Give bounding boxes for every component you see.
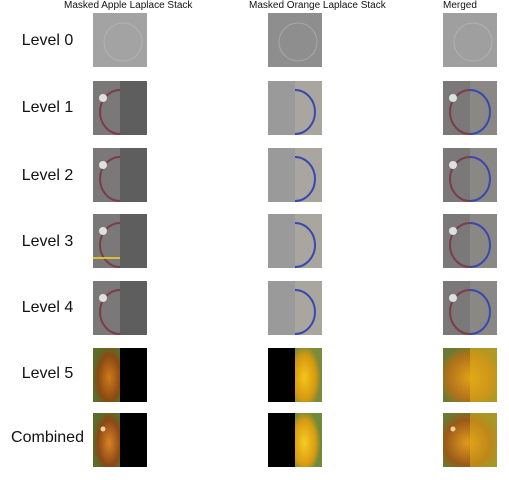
merged-combined-image	[443, 413, 497, 467]
merged-level-0-image	[443, 13, 497, 67]
column-header-orange: Masked Orange Laplace Stack	[249, 0, 386, 11]
merged-level-4-image	[443, 281, 497, 335]
apple-laplace-level-4-image	[93, 281, 147, 335]
apple-laplace-level-5-image	[93, 348, 147, 402]
orange-laplace-level-2-image	[268, 148, 322, 202]
apple-laplace-level-2-image	[93, 148, 147, 202]
orange-laplace-level-3-image	[268, 214, 322, 268]
orange-laplace-level-4-image	[268, 281, 322, 335]
merged-level-2-image	[443, 148, 497, 202]
row-label-level-0: Level 0	[21, 32, 74, 49]
column-header-apple: Masked Apple Laplace Stack	[64, 0, 193, 11]
orange-laplace-level-0-image	[268, 13, 322, 67]
merged-level-5-image	[443, 348, 497, 402]
orange-laplace-level-5-image	[268, 348, 322, 402]
row-label-level-5: Level 5	[21, 365, 74, 382]
apple-laplace-level-1-image	[93, 81, 147, 135]
row-label-combined: Combined	[11, 429, 84, 446]
apple-laplace-level-3-image	[93, 214, 147, 268]
row-label-level-2: Level 2	[21, 167, 74, 184]
merged-level-3-image	[443, 214, 497, 268]
row-label-level-4: Level 4	[21, 299, 74, 316]
orange-laplace-level-1-image	[268, 81, 322, 135]
apple-laplace-level-0-image	[93, 13, 147, 67]
merged-level-1-image	[443, 81, 497, 135]
column-header-merged: Merged	[443, 0, 477, 11]
row-label-level-3: Level 3	[21, 233, 74, 250]
apple-laplace-combined-image	[93, 413, 147, 467]
orange-laplace-combined-image	[268, 413, 322, 467]
row-label-level-1: Level 1	[21, 99, 74, 116]
